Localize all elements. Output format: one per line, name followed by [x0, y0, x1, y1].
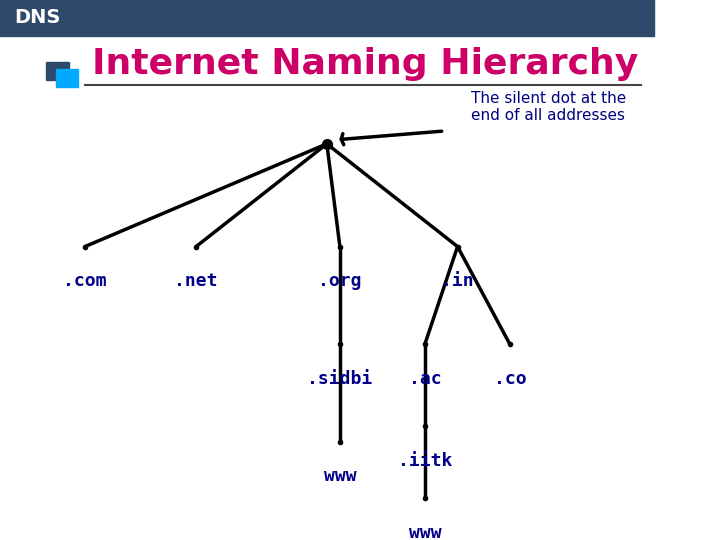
Text: The silent dot at the
end of all addresses: The silent dot at the end of all address…: [471, 91, 626, 123]
Text: DNS: DNS: [14, 9, 60, 28]
Text: Internet Naming Hierarchy: Internet Naming Hierarchy: [91, 47, 638, 81]
Text: .co: .co: [493, 370, 526, 388]
Text: .sidbi: .sidbi: [307, 370, 372, 388]
Bar: [0, 0, 654, 36]
Text: .org: .org: [318, 272, 361, 291]
Text: www: www: [323, 468, 356, 485]
Text: .ac: .ac: [408, 370, 441, 388]
Text: .in: .in: [441, 272, 474, 291]
Text: .iitk: .iitk: [397, 452, 452, 470]
Text: www: www: [408, 524, 441, 540]
Text: .com: .com: [63, 272, 107, 291]
Bar: [55, 69, 78, 87]
Text: .net: .net: [174, 272, 218, 291]
Bar: [46, 62, 68, 79]
